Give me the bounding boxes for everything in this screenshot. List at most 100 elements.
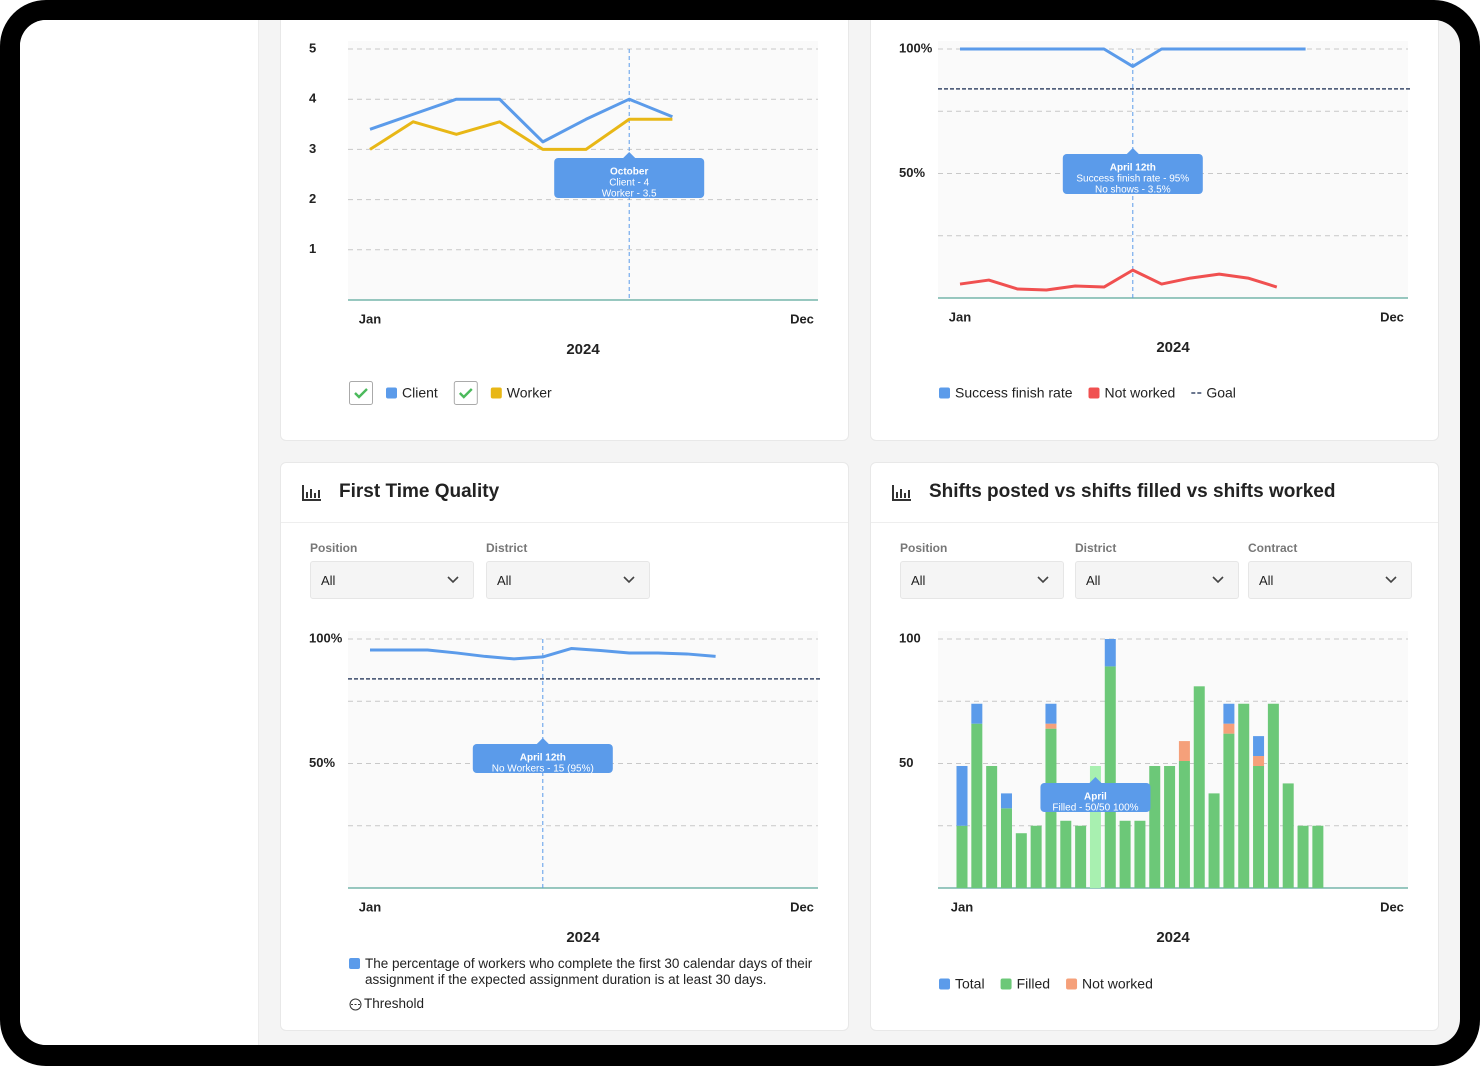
tooltip-title: April 12th	[1110, 163, 1156, 174]
bar-segment	[1134, 820, 1146, 888]
chart-icon	[302, 485, 321, 501]
legend-label: Total	[955, 976, 985, 992]
bar-segment	[1015, 833, 1027, 888]
bar-segment	[1149, 765, 1161, 888]
tooltip-title: April 12th	[520, 753, 566, 764]
x-axis-label: 2024	[566, 929, 600, 946]
bar-segment	[1089, 765, 1101, 888]
tooltip-line: Client - 4	[609, 178, 649, 189]
bar-segment	[1045, 723, 1057, 729]
x-tick-label: Jan	[359, 899, 381, 914]
dropdown-value: All	[1259, 573, 1274, 588]
legend-label: Success finish rate	[955, 385, 1073, 401]
dropdown[interactable]: All	[900, 561, 1064, 599]
legend-swatch	[1000, 978, 1012, 990]
dropdown-value: All	[1086, 573, 1101, 588]
legend-swatch	[386, 387, 397, 399]
bar-segment	[1119, 820, 1131, 888]
legend-label: Threshold	[364, 996, 425, 1011]
bar-segment	[1075, 825, 1087, 888]
tooltip	[472, 744, 613, 773]
filter-label: Contract	[1248, 541, 1298, 555]
x-axis-label: 2024	[566, 341, 600, 358]
tooltip-title: April	[1084, 792, 1107, 803]
bar-segment	[1253, 736, 1265, 757]
tooltip-pointer	[1089, 777, 1102, 783]
legend-swatch	[1066, 978, 1078, 990]
card-title: First Time Quality	[339, 481, 500, 502]
card-header: Shifts posted vs shifts filled vs shifts…	[871, 463, 1438, 523]
bar-segment	[971, 703, 983, 724]
bar-segment	[1223, 703, 1235, 724]
y-tick-label: 1	[309, 241, 316, 256]
bar-segment	[1178, 761, 1190, 888]
line-series	[369, 97, 673, 144]
chevron	[1212, 576, 1224, 584]
y-tick-label: 100%	[899, 40, 933, 55]
bar-segment	[1208, 793, 1220, 888]
tooltip-pointer	[536, 738, 549, 744]
legend-label: Worker	[507, 385, 552, 401]
x-tick-label: Jan	[951, 899, 973, 914]
dropdown[interactable]: All	[310, 561, 474, 599]
y-tick-label: 100%	[309, 630, 343, 645]
x-tick-label: Dec	[1380, 309, 1404, 324]
y-tick-label: 100	[899, 630, 921, 645]
line-series	[959, 268, 1278, 292]
bar-segment	[1193, 686, 1205, 888]
bar-segment	[1030, 825, 1042, 888]
bar-segment	[1297, 825, 1309, 888]
tooltip-line: No shows - 3.5%	[1095, 185, 1171, 196]
tooltip-line: Filled - 50/50 100%	[1052, 803, 1138, 814]
legend-swatch	[490, 387, 502, 399]
bar-segment	[1104, 666, 1116, 888]
threshold-icon	[349, 998, 362, 1011]
bar-segment	[1060, 820, 1072, 888]
x-axis-label: 2024	[1156, 929, 1190, 946]
filter-label: District	[1075, 541, 1117, 555]
legend-label: Not worked	[1105, 385, 1176, 401]
legend-swatch	[939, 387, 950, 399]
line-series	[369, 117, 673, 151]
legend-swatch	[349, 958, 360, 969]
bar-segment	[1045, 703, 1057, 724]
y-tick-label: 3	[309, 141, 316, 156]
tooltip-line: No Workers - 15 (95%)	[492, 764, 594, 775]
bar-segment	[956, 825, 968, 888]
tooltip-line: Worker - 3.5	[602, 189, 657, 200]
card-header: First Time Quality	[281, 463, 848, 523]
legend-label: Client	[402, 385, 438, 401]
bar-segment	[971, 723, 983, 888]
legend-checkbox	[453, 381, 478, 405]
x-axis-label: 2024	[1156, 339, 1190, 356]
legend-swatch	[1088, 387, 1100, 399]
legend-swatch	[939, 978, 950, 990]
dropdown[interactable]: All	[486, 561, 650, 599]
dropdown[interactable]: All	[1075, 561, 1239, 599]
filter-label: Position	[900, 541, 948, 555]
bar-segment	[986, 765, 998, 888]
y-tick-label: 5	[309, 40, 316, 55]
x-tick-label: Jan	[949, 309, 971, 324]
y-tick-label: 2	[309, 191, 316, 206]
dropdown[interactable]: All	[1248, 561, 1412, 599]
chevron	[623, 576, 635, 584]
dropdown-value: All	[497, 573, 512, 588]
card-title: Shifts posted vs shifts filled vs shifts…	[929, 481, 1336, 502]
chevron	[1037, 576, 1049, 584]
chevron	[447, 576, 459, 584]
bar-segment	[1312, 825, 1324, 888]
bar-segment	[956, 765, 968, 826]
sidebar	[20, 20, 259, 1045]
checkmark	[354, 388, 368, 399]
bar-segment	[1238, 703, 1250, 888]
tooltip	[554, 158, 705, 198]
line-series	[960, 47, 1306, 68]
filter-label: District	[486, 541, 528, 555]
tooltip	[1040, 783, 1151, 812]
chevron	[1385, 576, 1397, 584]
y-tick-label: 50%	[899, 165, 925, 180]
chart-icon	[892, 485, 911, 501]
